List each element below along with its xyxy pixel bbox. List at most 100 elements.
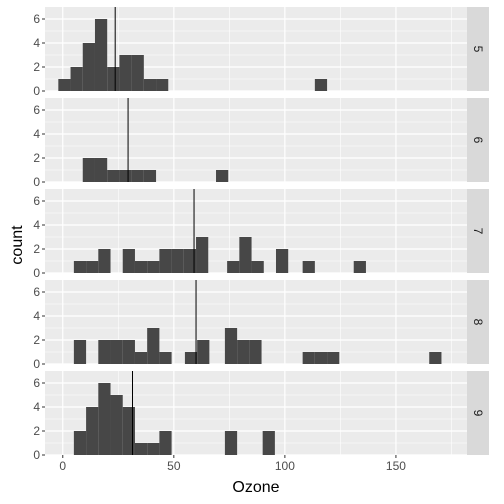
histogram-bar	[98, 383, 111, 455]
y-tick-label: 0	[33, 448, 40, 462]
y-tick-label: 6	[33, 194, 40, 208]
histogram-bar	[73, 261, 87, 273]
histogram-bar	[216, 170, 229, 182]
y-tick-label: 6	[33, 12, 40, 26]
y-tick-label: 6	[33, 103, 40, 117]
facet-panel-7: 0 2 4 6 7	[33, 189, 489, 280]
histogram-bar	[143, 170, 157, 182]
y-axis-label: count	[9, 225, 26, 265]
histogram-bar	[82, 43, 95, 91]
y-tick-label: 0	[33, 266, 40, 280]
histogram-bar	[94, 19, 108, 91]
histogram-bar	[224, 328, 238, 364]
panel-background	[45, 98, 467, 182]
x-tick-label: 100	[275, 459, 295, 473]
histogram-bar	[184, 352, 198, 364]
histogram-bar	[197, 340, 210, 364]
histogram-bar	[134, 352, 148, 364]
histogram-bar	[183, 249, 197, 273]
facet-panel-6: 0 2 4 6 6	[33, 98, 489, 189]
histogram-bar	[262, 431, 275, 455]
facet-strip-label: 8	[471, 319, 485, 326]
histogram-bar	[86, 261, 99, 273]
histogram-bar	[134, 443, 148, 455]
histogram-bar	[131, 55, 144, 91]
facet-panels: 0 2 4 6 5 0 2 4 6 6 0 2 4 6 7 0 2 4 6 8 0 2 4 6 9	[33, 7, 489, 462]
histogram-bar	[237, 340, 250, 364]
y-tick-label: 0	[33, 357, 40, 371]
histogram-bar	[327, 352, 340, 364]
facet-panel-5: 0 2 4 6 5	[33, 7, 489, 98]
facet-strip	[467, 7, 489, 91]
histogram-bar	[122, 407, 135, 455]
y-tick-label: 6	[33, 376, 40, 390]
facet-panel-9: 0 2 4 6 9	[33, 371, 489, 462]
histogram-bar	[159, 431, 172, 455]
histogram-bar	[249, 340, 262, 364]
histogram-bar	[122, 340, 135, 364]
y-tick-label: 4	[33, 127, 40, 141]
histogram-bar	[147, 443, 160, 455]
histogram-bar	[94, 158, 108, 182]
y-tick-label: 4	[33, 36, 40, 50]
facet-strip-label: 9	[471, 410, 485, 417]
facet-strip-label: 6	[471, 137, 485, 144]
facet-strip	[467, 280, 489, 364]
histogram-bar	[429, 352, 442, 364]
histogram-bar	[143, 79, 157, 91]
histogram-bar	[314, 352, 328, 364]
histogram-bar	[159, 352, 172, 364]
y-tick-label: 4	[33, 400, 40, 414]
histogram-bar	[134, 261, 148, 273]
x-axis-label: Ozone	[232, 479, 279, 496]
histogram-bar	[82, 158, 95, 182]
histogram-bar	[107, 170, 120, 182]
histogram-bar	[147, 328, 160, 364]
y-tick-label: 2	[33, 242, 40, 256]
x-tick-label: 50	[167, 459, 181, 473]
histogram-bar	[302, 352, 315, 364]
histogram-bar	[119, 55, 132, 91]
histogram-bar	[98, 249, 111, 273]
y-tick-label: 4	[33, 218, 40, 232]
y-tick-label: 2	[33, 151, 40, 165]
histogram-bar	[119, 170, 132, 182]
histogram-bar	[314, 79, 328, 91]
histogram-bar	[159, 249, 172, 273]
histogram-bar	[156, 79, 169, 91]
y-tick-label: 0	[33, 175, 40, 189]
y-tick-label: 6	[33, 285, 40, 299]
facet-strip-label: 7	[471, 228, 485, 235]
facet-strip	[467, 98, 489, 182]
histogram-bar	[251, 261, 264, 273]
histogram-bar	[73, 340, 87, 364]
histogram-bar	[196, 237, 209, 273]
facet-panel-8: 0 2 4 6 8	[33, 280, 489, 371]
y-tick-label: 2	[33, 60, 40, 74]
y-tick-label: 0	[33, 84, 40, 98]
histogram-bar	[70, 67, 83, 91]
histogram-bar	[275, 249, 289, 273]
y-tick-label: 2	[33, 424, 40, 438]
histogram-bar	[302, 261, 315, 273]
y-tick-label: 2	[33, 333, 40, 347]
histogram-bar	[86, 407, 99, 455]
histogram-bar	[73, 431, 87, 455]
panel-background	[45, 189, 467, 273]
histogram-bar	[147, 261, 160, 273]
x-tick-label: 150	[386, 459, 406, 473]
histogram-bar	[110, 395, 123, 455]
facet-strip-label: 5	[471, 46, 485, 53]
facet-strip	[467, 189, 489, 273]
histogram-bar	[98, 340, 111, 364]
y-tick-label: 4	[33, 309, 40, 323]
histogram-bar	[110, 340, 123, 364]
histogram-bar	[171, 249, 184, 273]
histogram-bar	[353, 261, 366, 273]
histogram-bar	[131, 170, 144, 182]
x-tick-label: 0	[59, 459, 66, 473]
x-axis: 0 50 100 150	[59, 455, 406, 473]
facet-strip	[467, 371, 489, 455]
histogram-bar	[107, 67, 120, 91]
histogram-bar	[122, 249, 135, 273]
